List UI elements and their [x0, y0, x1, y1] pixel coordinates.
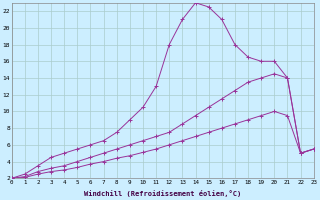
- X-axis label: Windchill (Refroidissement éolien,°C): Windchill (Refroidissement éolien,°C): [84, 190, 241, 197]
